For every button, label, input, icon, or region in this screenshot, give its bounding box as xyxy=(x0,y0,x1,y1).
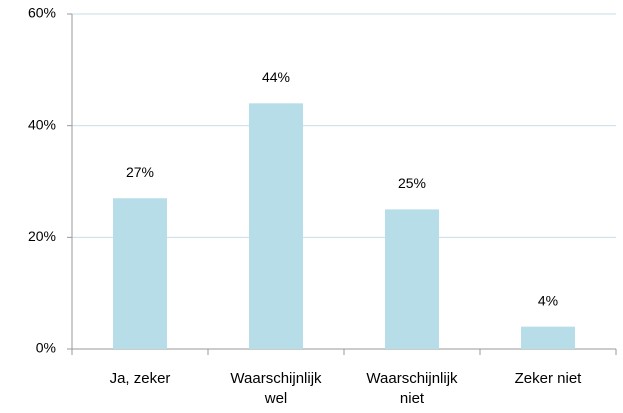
x-tick-label: Waarschijnlijk niet xyxy=(366,370,458,407)
y-tick-label: 0% xyxy=(36,340,56,356)
bar xyxy=(249,103,303,349)
bar xyxy=(113,198,167,349)
x-tick-label: Ja, zeker xyxy=(109,370,171,387)
y-tick-label: 40% xyxy=(28,116,56,132)
x-tick-label: Waarschijnlijk wel xyxy=(230,370,322,407)
data-label: 27% xyxy=(126,164,154,180)
bar xyxy=(385,209,439,349)
data-label: 44% xyxy=(262,69,290,85)
bar xyxy=(521,326,575,349)
data-label: 25% xyxy=(398,175,426,191)
x-tick-label: Zeker niet xyxy=(514,370,582,387)
y-tick-label: 20% xyxy=(28,228,56,244)
data-label: 4% xyxy=(538,292,558,308)
y-tick-label: 60% xyxy=(28,5,56,21)
